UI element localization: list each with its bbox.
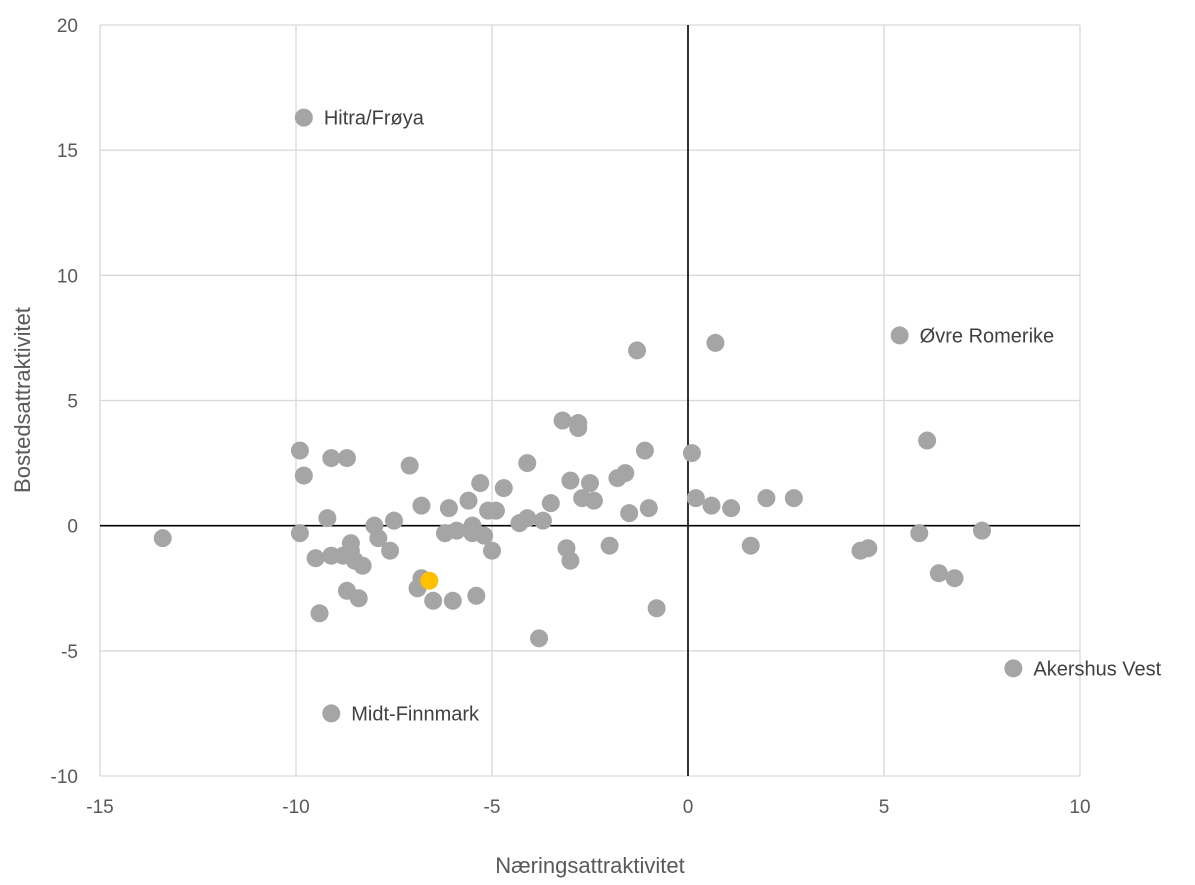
x-tick-label: -10 bbox=[282, 797, 309, 818]
data-point bbox=[412, 496, 431, 515]
x-tick-label: 0 bbox=[683, 797, 694, 818]
data-point bbox=[290, 524, 309, 543]
data-points bbox=[153, 108, 1023, 723]
data-point bbox=[741, 536, 760, 555]
x-tick-label: -5 bbox=[484, 797, 501, 818]
data-point bbox=[929, 564, 948, 583]
data-point bbox=[400, 456, 419, 475]
data-point bbox=[910, 524, 929, 543]
data-point bbox=[471, 474, 490, 493]
data-point bbox=[639, 499, 658, 518]
data-point bbox=[486, 501, 505, 520]
data-point bbox=[541, 494, 560, 513]
data-point bbox=[600, 536, 619, 555]
data-point bbox=[290, 441, 309, 460]
data-point bbox=[561, 551, 580, 570]
point-label: Midt-Finnmark bbox=[351, 703, 480, 725]
y-tick-label: -5 bbox=[61, 642, 78, 663]
data-point bbox=[322, 704, 341, 723]
data-point bbox=[561, 471, 580, 490]
data-point bbox=[757, 489, 776, 508]
x-axis-title: Næringsattraktivitet bbox=[495, 853, 685, 878]
data-point bbox=[518, 454, 537, 473]
data-point bbox=[647, 599, 666, 618]
y-tick-label: 10 bbox=[57, 266, 78, 287]
data-point bbox=[443, 591, 462, 610]
data-point bbox=[620, 504, 639, 523]
data-point bbox=[475, 526, 494, 545]
data-point bbox=[381, 541, 400, 560]
data-point bbox=[494, 479, 513, 498]
data-point bbox=[973, 521, 991, 540]
x-tick-label: -15 bbox=[86, 797, 113, 818]
data-point bbox=[349, 589, 368, 608]
x-tick-label: 5 bbox=[879, 797, 890, 818]
point-label: Øvre Romerike bbox=[920, 325, 1054, 347]
data-point bbox=[859, 539, 878, 558]
data-point bbox=[385, 511, 403, 530]
data-point bbox=[635, 441, 654, 460]
data-point bbox=[337, 449, 356, 468]
data-point bbox=[945, 569, 964, 588]
point-labels: Hitra/Frøya Midt-Finnmark Øvre Romerike Ake… bbox=[324, 108, 1162, 726]
y-tick-label: 20 bbox=[57, 16, 78, 37]
y-tick-label: 5 bbox=[67, 392, 78, 413]
data-point bbox=[581, 474, 599, 493]
tick-labels: -15 -10 -5 0 5 10 -10 -5 0 5 10 15 20 bbox=[51, 16, 1091, 818]
data-point bbox=[616, 464, 635, 483]
data-point bbox=[553, 411, 572, 430]
data-point bbox=[447, 521, 466, 540]
data-point bbox=[1004, 659, 1023, 678]
data-point bbox=[459, 491, 478, 510]
data-point bbox=[483, 541, 501, 560]
point-label: Hitra/Frøya bbox=[324, 108, 425, 130]
highlighted-data-point bbox=[420, 571, 439, 590]
data-point bbox=[533, 511, 552, 530]
data-point bbox=[569, 419, 588, 438]
data-point bbox=[318, 509, 337, 528]
data-point bbox=[518, 509, 537, 528]
data-point bbox=[306, 549, 325, 568]
data-point bbox=[890, 326, 909, 345]
y-tick-label: 15 bbox=[57, 141, 78, 162]
data-point bbox=[784, 489, 803, 508]
y-axis-title: Bostedsattraktivitet bbox=[10, 307, 35, 493]
x-tick-label: 10 bbox=[1069, 797, 1090, 818]
data-point bbox=[424, 591, 443, 610]
data-point bbox=[467, 586, 486, 605]
data-point bbox=[439, 499, 458, 518]
gridlines bbox=[99, 24, 1081, 777]
data-point bbox=[369, 529, 388, 548]
data-point bbox=[706, 333, 725, 352]
data-point bbox=[530, 629, 549, 648]
y-tick-label: -10 bbox=[51, 767, 78, 788]
data-point bbox=[353, 556, 372, 575]
data-point bbox=[153, 529, 172, 548]
data-point bbox=[294, 108, 313, 127]
point-label: Akershus Vest bbox=[1033, 658, 1161, 680]
data-point bbox=[628, 341, 647, 360]
data-point bbox=[584, 491, 603, 510]
data-point bbox=[310, 604, 329, 623]
data-point bbox=[686, 489, 705, 508]
data-point bbox=[918, 431, 937, 450]
data-point bbox=[682, 444, 701, 463]
y-tick-label: 0 bbox=[67, 517, 78, 538]
data-point bbox=[322, 449, 341, 468]
data-point bbox=[294, 466, 313, 485]
data-point bbox=[722, 499, 741, 518]
data-point bbox=[702, 496, 721, 515]
